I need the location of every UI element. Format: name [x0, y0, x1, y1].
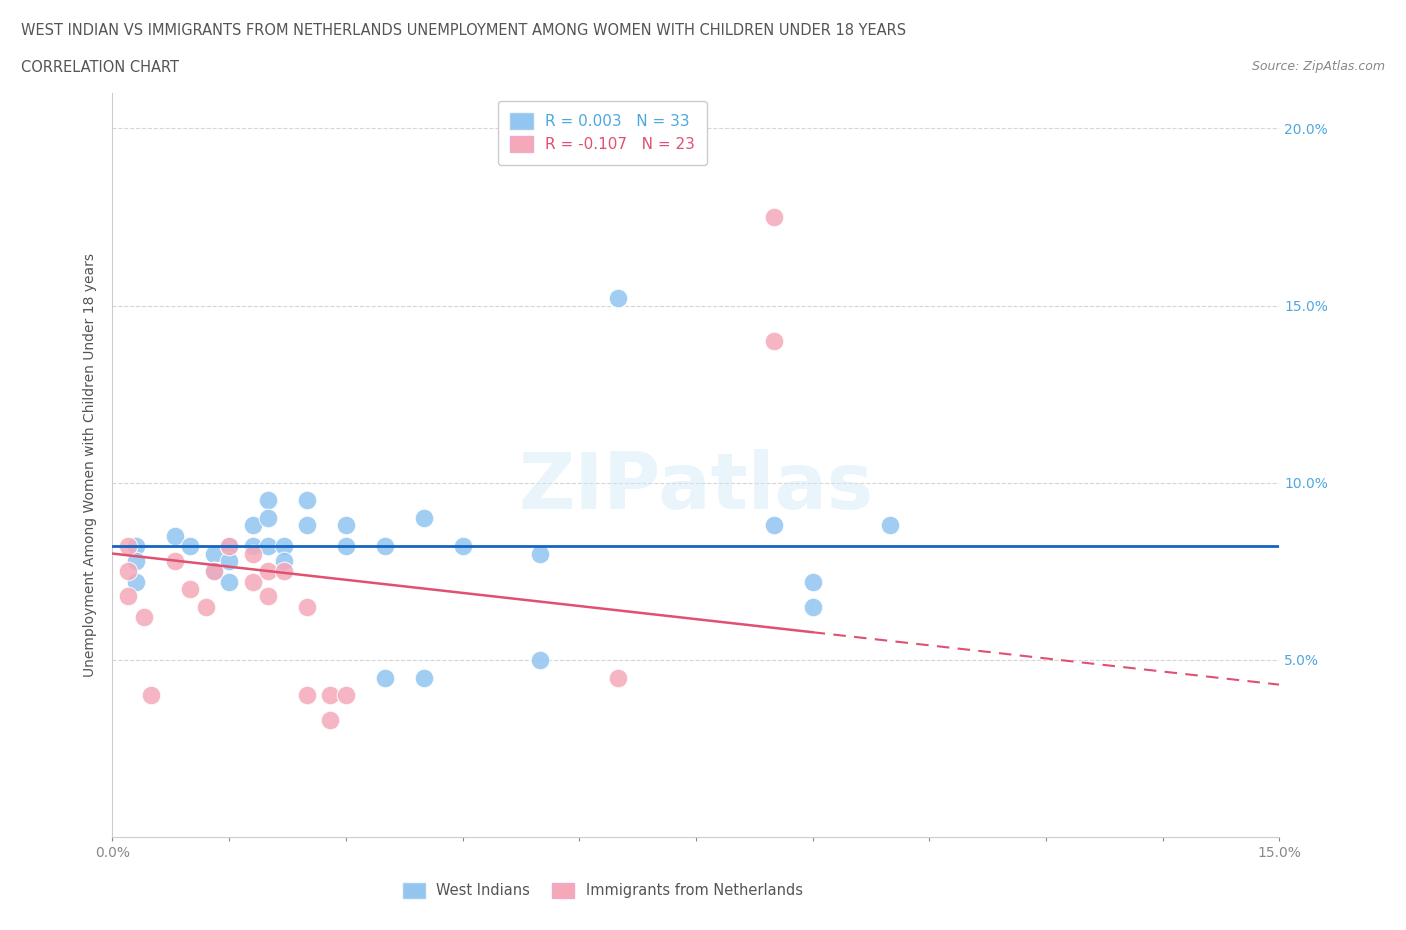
Point [125, 553, 148, 568]
Point [132, 610, 155, 625]
Point [202, 546, 225, 561]
Point [218, 575, 240, 590]
Point [295, 518, 318, 533]
Point [218, 553, 240, 568]
Point [117, 564, 139, 578]
Point [295, 599, 318, 614]
Point [163, 528, 186, 543]
Point [295, 493, 318, 508]
Point [451, 539, 474, 554]
Point [125, 539, 148, 554]
Point [202, 564, 225, 578]
Point [257, 511, 280, 525]
Point [607, 671, 630, 685]
Point [762, 334, 785, 349]
Point [117, 539, 139, 554]
Point [801, 599, 824, 614]
Point [412, 511, 434, 525]
Y-axis label: Unemployment Among Women with Children Under 18 years: Unemployment Among Women with Children U… [83, 253, 97, 677]
Point [257, 539, 280, 554]
Text: ZIPatlas: ZIPatlas [519, 449, 873, 525]
Point [529, 653, 551, 668]
Point [218, 539, 240, 554]
Point [335, 518, 357, 533]
Point [242, 539, 264, 554]
Point [335, 688, 357, 703]
Point [879, 518, 901, 533]
Point [125, 575, 148, 590]
Point [319, 688, 342, 703]
Text: CORRELATION CHART: CORRELATION CHART [21, 60, 179, 75]
Point [242, 546, 264, 561]
Text: WEST INDIAN VS IMMIGRANTS FROM NETHERLANDS UNEMPLOYMENT AMONG WOMEN WITH CHILDRE: WEST INDIAN VS IMMIGRANTS FROM NETHERLAN… [21, 23, 907, 38]
Point [218, 539, 240, 554]
Point [257, 564, 280, 578]
Point [295, 688, 318, 703]
Point [412, 671, 434, 685]
Point [762, 209, 785, 224]
Point [801, 575, 824, 590]
Point [117, 589, 139, 604]
Point [202, 564, 225, 578]
Point [257, 589, 280, 604]
Point [273, 553, 295, 568]
Point [529, 546, 551, 561]
Point [194, 599, 217, 614]
Point [179, 539, 201, 554]
Point [273, 564, 295, 578]
Point [141, 688, 163, 703]
Point [163, 553, 186, 568]
Point [374, 539, 396, 554]
Point [335, 539, 357, 554]
Point [762, 518, 785, 533]
Point [179, 581, 201, 596]
Point [273, 539, 295, 554]
Text: Source: ZipAtlas.com: Source: ZipAtlas.com [1251, 60, 1385, 73]
Point [374, 671, 396, 685]
Point [319, 712, 342, 727]
Point [257, 493, 280, 508]
Legend: West Indians, Immigrants from Netherlands: West Indians, Immigrants from Netherland… [396, 877, 808, 904]
Point [242, 575, 264, 590]
Point [242, 518, 264, 533]
Point [607, 291, 630, 306]
